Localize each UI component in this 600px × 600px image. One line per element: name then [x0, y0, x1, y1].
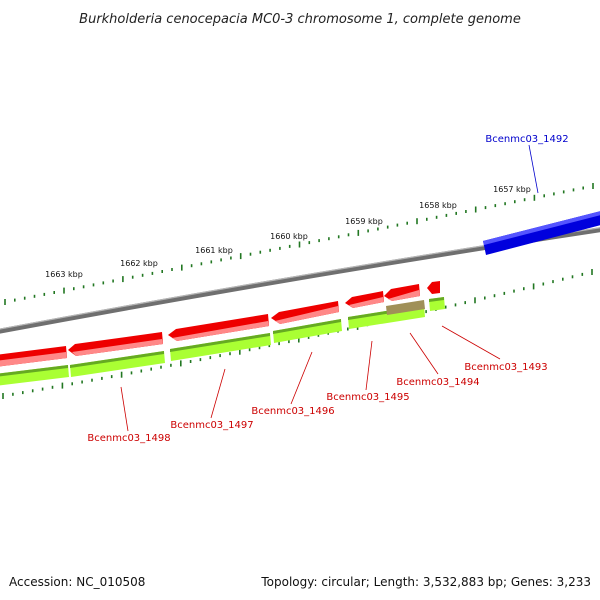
tick-labels: 1663 kbp 1662 kbp 1661 kbp 1660 kbp 1659 kbp…	[45, 185, 531, 279]
gene-labels: Bcenmc03_1492 Bcenmc03_1493 Bcenmc03_149…	[87, 134, 568, 444]
outer-tick-row	[4, 183, 594, 305]
tick-label: 1658 kbp	[419, 201, 457, 210]
gene-bcenmc03-1495-feature[interactable]	[271, 301, 339, 324]
tick-label: 1657 kbp	[493, 185, 531, 194]
tick-label: 1662 kbp	[120, 259, 158, 268]
tick-label: 1661 kbp	[195, 246, 233, 255]
tick-label: 1659 kbp	[345, 217, 383, 226]
gene-label-bcenmc03-1497[interactable]: Bcenmc03_1497	[170, 420, 253, 431]
gene-bcenmc03-1493-feature[interactable]	[384, 284, 420, 301]
gene-label-bcenmc03-1492[interactable]: Bcenmc03_1492	[485, 134, 568, 145]
map-title: Burkholderia cenocepacia MC0-3 chromosom…	[79, 12, 521, 27]
accession-text: Accession: NC_010508	[9, 575, 145, 589]
gene-bcenmc03-1494-feature[interactable]	[345, 291, 384, 308]
gene-bcenmc03-1497-feature[interactable]	[68, 332, 163, 356]
gene-label-bcenmc03-1498[interactable]: Bcenmc03_1498	[87, 433, 170, 444]
gene-label-bcenmc03-1493[interactable]: Bcenmc03_1493	[464, 362, 547, 373]
gene-small-feature[interactable]	[427, 281, 440, 294]
cds-features	[0, 297, 445, 386]
gene-bcenmc03-1492-feature[interactable]	[483, 210, 600, 255]
gene-bcenmc03-1496-feature[interactable]	[168, 314, 269, 341]
genome-summary-text: Topology: circular; Length: 3,532,883 bp…	[260, 575, 591, 589]
gene-bcenmc03-1498-feature[interactable]	[0, 346, 67, 367]
gene-label-bcenmc03-1495[interactable]: Bcenmc03_1495	[326, 392, 409, 403]
gene-label-bcenmc03-1496[interactable]: Bcenmc03_1496	[251, 406, 334, 417]
gene-label-bcenmc03-1494[interactable]: Bcenmc03_1494	[396, 377, 479, 388]
tick-label: 1663 kbp	[45, 270, 83, 279]
label-connectors	[120, 144, 539, 432]
tick-label: 1660 kbp	[270, 232, 308, 241]
